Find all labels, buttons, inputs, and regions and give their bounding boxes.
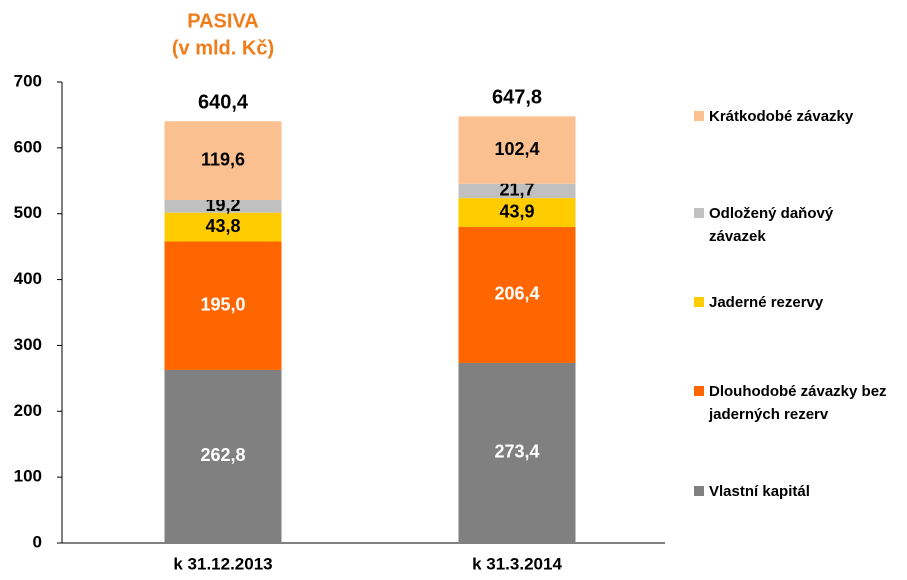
legend-item: Dlouhodobé závazky bez jaderných rezerv <box>694 380 894 426</box>
bar-segment <box>458 198 576 228</box>
legend-item: Odložený daňový závazek <box>694 202 894 248</box>
legend-swatch <box>694 111 704 121</box>
data-label: 43,9 <box>499 201 534 221</box>
data-label: 119,6 <box>201 149 245 169</box>
data-label: 21,7 <box>499 180 534 200</box>
bar-segment <box>458 362 576 543</box>
legend-item: Krátkodobé závazky <box>694 105 894 128</box>
legend-swatch <box>694 386 704 396</box>
data-label: 262,8 <box>200 445 245 465</box>
legend-label: Krátkodobé závazky <box>709 108 854 125</box>
bar-segment <box>164 369 282 543</box>
bar-segment <box>164 212 282 242</box>
bar-segment <box>164 241 282 370</box>
data-label: 195,0 <box>200 294 245 314</box>
x-tick-label: k 31.3.2014 <box>472 554 562 573</box>
bar-segment <box>458 227 576 363</box>
legend-swatch <box>694 297 704 307</box>
total-label: 640,4 <box>198 92 249 114</box>
bar-segment <box>458 183 576 199</box>
legend-item: Jaderné rezervy <box>694 291 894 314</box>
legend-item: Vlastní kapitál <box>694 480 894 503</box>
y-tick-label: 200 <box>14 401 42 420</box>
legend-label: Jaderné rezervy <box>709 294 824 311</box>
data-label: 43,8 <box>205 216 240 236</box>
chart-title: PASIVA <box>187 10 259 32</box>
bar-segment <box>164 121 282 201</box>
legend-label: Dlouhodobé závazky bez jaderných rezerv <box>709 383 887 423</box>
legend-label: Vlastní kapitál <box>709 483 810 500</box>
bar-segment <box>164 200 282 213</box>
legend-swatch <box>694 486 704 496</box>
data-label: 273,4 <box>494 442 539 462</box>
legend-swatch <box>694 208 704 218</box>
legend-label: Odložený daňový závazek <box>709 205 834 245</box>
x-tick-label: k 31.12.2013 <box>173 554 272 573</box>
chart-subtitle: (v mld. Kč) <box>172 37 274 59</box>
bar-segment <box>458 116 576 184</box>
y-tick-label: 600 <box>14 137 42 156</box>
y-tick-label: 300 <box>14 335 42 354</box>
y-tick-label: 400 <box>14 269 42 288</box>
data-label: 102,4 <box>494 139 539 159</box>
y-tick-label: 0 <box>33 532 42 551</box>
y-tick-label: 500 <box>14 203 42 222</box>
data-label: 206,4 <box>494 284 539 304</box>
data-label: 19,2 <box>205 195 240 215</box>
total-label: 647,8 <box>492 87 542 109</box>
y-tick-label: 700 <box>14 71 42 90</box>
y-tick-label: 100 <box>14 467 42 486</box>
